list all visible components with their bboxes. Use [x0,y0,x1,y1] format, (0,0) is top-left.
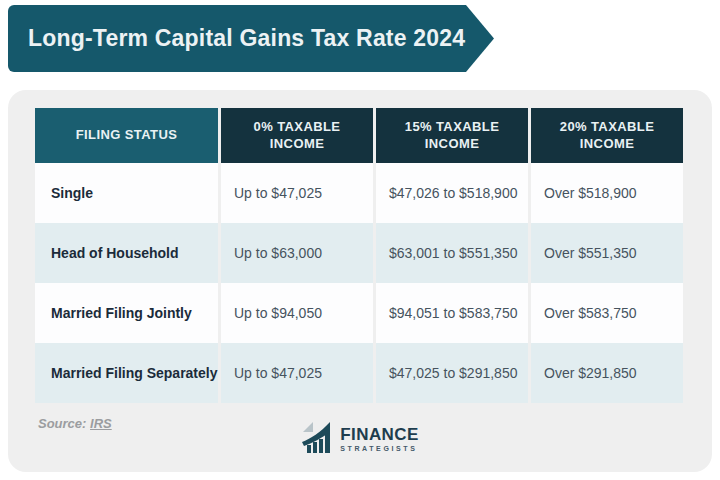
cell-rate-15: $47,025 to $291,850 [376,343,528,403]
cell-rate-15: $47,026 to $518,900 [376,163,528,223]
logo-secondary-text: STRATEGISTS [340,445,418,452]
table-header-row: FILING STATUS 0% TAXABLE INCOME 15% TAXA… [35,108,685,163]
infographic: Long-Term Capital Gains Tax Rate 2024 FI… [0,0,720,480]
table-row-married-jointly: Married Filing Jointly Up to $94,050 $94… [35,283,685,343]
finance-strategists-logo: FINANCE STRATEGISTS [0,420,720,458]
cell-filing-status: Married Filing Separately [35,343,218,403]
cell-rate-20: Over $518,900 [531,163,683,223]
cell-filing-status: Single [35,163,218,223]
cell-filing-status: Married Filing Jointly [35,283,218,343]
table-row-head-of-household: Head of Household Up to $63,000 $63,001 … [35,223,685,283]
cell-rate-20: Over $583,750 [531,283,683,343]
cell-rate-0: Up to $63,000 [221,223,373,283]
column-header-filing-status: FILING STATUS [35,108,218,163]
title-banner: Long-Term Capital Gains Tax Rate 2024 [8,5,494,72]
cell-rate-0: Up to $94,050 [221,283,373,343]
cell-rate-15: $94,051 to $583,750 [376,283,528,343]
cell-filing-status: Head of Household [35,223,218,283]
tax-rate-table: FILING STATUS 0% TAXABLE INCOME 15% TAXA… [35,108,685,403]
column-header-20-percent: 20% TAXABLE INCOME [531,108,683,163]
column-header-0-percent: 0% TAXABLE INCOME [221,108,373,163]
cell-rate-20: Over $551,350 [531,223,683,283]
column-header-15-percent: 15% TAXABLE INCOME [376,108,528,163]
bar-chart-ramp-icon [301,420,333,458]
cell-rate-0: Up to $47,025 [221,343,373,403]
logo-text: FINANCE STRATEGISTS [340,426,418,452]
table-row-married-separately: Married Filing Separately Up to $47,025 … [35,343,685,403]
table-row-single: Single Up to $47,025 $47,026 to $518,900… [35,163,685,223]
cell-rate-20: Over $291,850 [531,343,683,403]
page-title: Long-Term Capital Gains Tax Rate 2024 [28,25,465,52]
logo-primary-text: FINANCE [340,426,418,443]
cell-rate-15: $63,001 to $551,350 [376,223,528,283]
cell-rate-0: Up to $47,025 [221,163,373,223]
